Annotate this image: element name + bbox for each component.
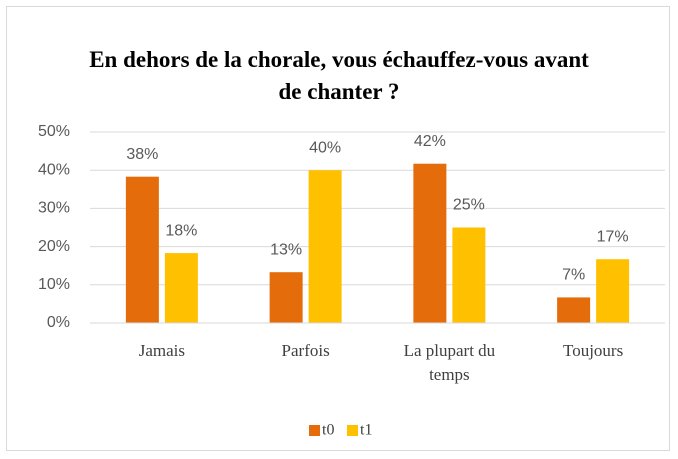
y-tick-label: 0% [47,314,70,331]
bar [164,253,198,323]
data-label: 7% [562,267,585,284]
x-tick-label: Toujours [563,341,624,360]
chart-title: En dehors de la chorale, vous échauffez-… [89,47,589,104]
y-tick-label: 10% [38,276,70,293]
legend-swatch [309,425,320,436]
x-tick-label: Jamais [138,341,186,360]
data-label: 40% [309,139,341,156]
chart-frame [6,6,670,451]
legend-swatch [347,425,358,436]
legend-label: t1 [360,422,372,439]
bar [596,259,630,323]
y-tick-label: 50% [38,123,70,140]
data-label: 18% [165,222,197,239]
legend-label: t0 [322,422,334,439]
bar [308,170,342,323]
x-tick-label: Parfois [281,341,330,360]
y-tick-label: 20% [38,238,70,255]
y-tick-label: 30% [38,200,70,217]
y-tick-label: 40% [38,161,70,178]
data-label: 25% [453,197,485,214]
bar [413,163,447,323]
data-label: 42% [414,133,446,150]
bar [125,176,159,323]
bar [557,297,591,323]
bar [452,227,486,323]
x-tick-label: La plupart du temps [403,341,496,384]
data-label: 17% [597,228,629,245]
data-label: 38% [126,146,158,163]
data-label: 13% [270,241,302,258]
bar [269,272,303,323]
